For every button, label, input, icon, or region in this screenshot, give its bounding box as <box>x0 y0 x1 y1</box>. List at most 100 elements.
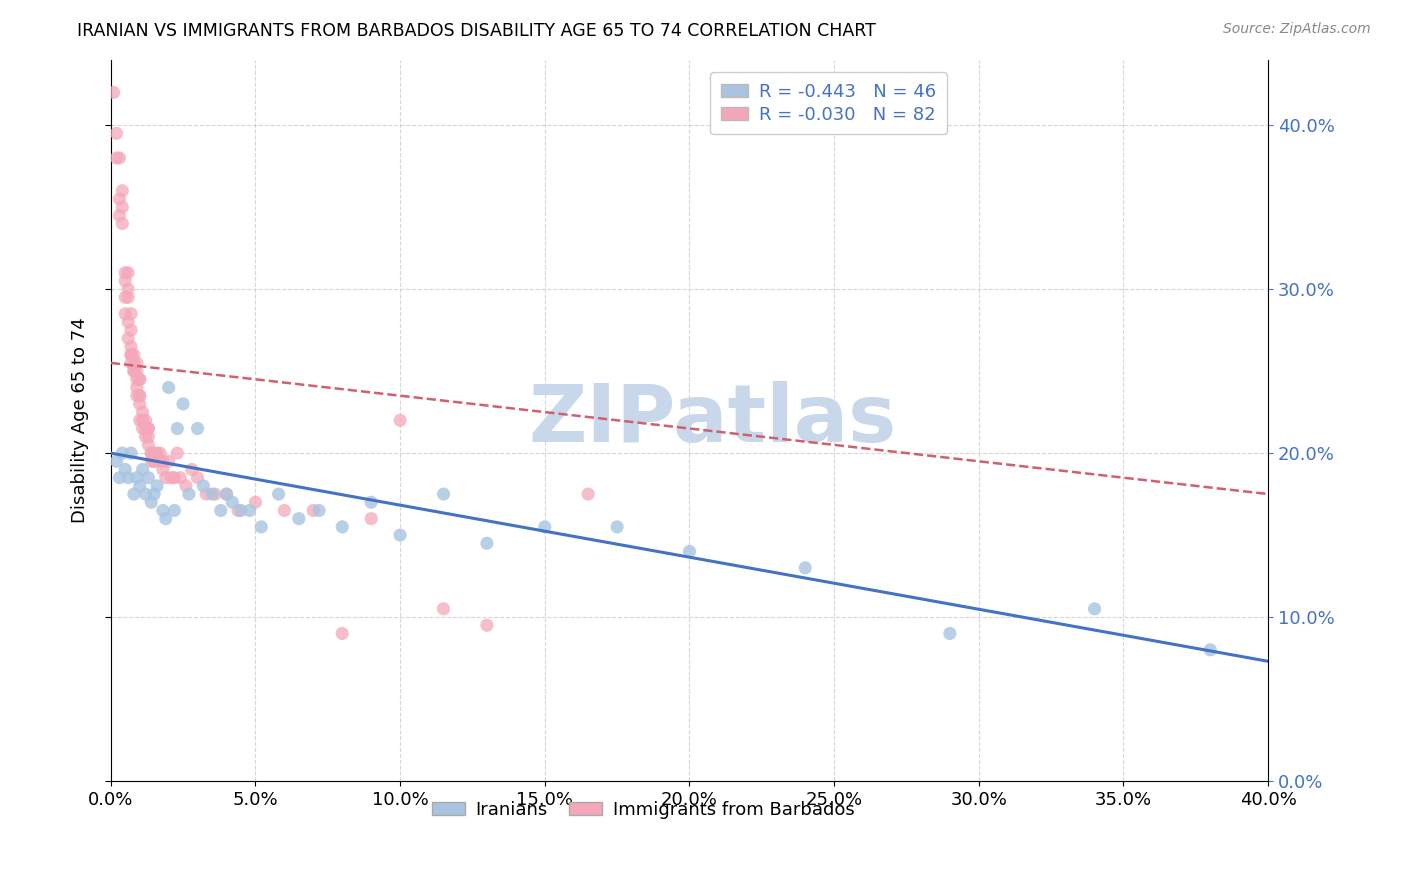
Point <box>134 487 156 501</box>
Point <box>432 602 454 616</box>
Point <box>128 389 150 403</box>
Point <box>389 528 412 542</box>
Point <box>138 438 160 452</box>
Point <box>105 127 128 141</box>
Point <box>111 446 134 460</box>
Point <box>120 446 142 460</box>
Point <box>149 446 172 460</box>
Point <box>308 503 330 517</box>
Point <box>360 511 382 525</box>
Point <box>103 86 125 100</box>
Point <box>475 618 498 632</box>
Point <box>111 184 134 198</box>
Text: IRANIAN VS IMMIGRANTS FROM BARBADOS DISABILITY AGE 65 TO 74 CORRELATION CHART: IRANIAN VS IMMIGRANTS FROM BARBADOS DISA… <box>77 22 876 40</box>
Point <box>125 389 148 403</box>
Point <box>108 208 131 222</box>
Point <box>134 430 156 444</box>
Point <box>122 364 145 378</box>
Point <box>143 446 166 460</box>
Point <box>122 356 145 370</box>
Point <box>141 446 163 460</box>
Point <box>120 348 142 362</box>
Point <box>108 471 131 485</box>
Point <box>163 503 186 517</box>
Point <box>177 487 200 501</box>
Point <box>273 503 295 517</box>
Point <box>138 430 160 444</box>
Point <box>131 421 153 435</box>
Point <box>1083 602 1105 616</box>
Point <box>117 315 139 329</box>
Point <box>125 380 148 394</box>
Point <box>794 561 817 575</box>
Point <box>157 454 180 468</box>
Point <box>174 479 197 493</box>
Point <box>166 421 188 435</box>
Point <box>193 479 215 493</box>
Point <box>138 471 160 485</box>
Point <box>330 626 353 640</box>
Point <box>122 348 145 362</box>
Point <box>475 536 498 550</box>
Point <box>302 503 325 517</box>
Point <box>152 454 174 468</box>
Point <box>143 454 166 468</box>
Point <box>939 626 962 640</box>
Point <box>163 471 186 485</box>
Point <box>143 487 166 501</box>
Point <box>389 413 412 427</box>
Point <box>125 372 148 386</box>
Point <box>120 356 142 370</box>
Point <box>432 487 454 501</box>
Point <box>138 421 160 435</box>
Point <box>114 274 136 288</box>
Point <box>141 454 163 468</box>
Point <box>131 413 153 427</box>
Point <box>215 487 238 501</box>
Point <box>288 511 311 525</box>
Point <box>141 495 163 509</box>
Point <box>169 471 191 485</box>
Point <box>125 364 148 378</box>
Y-axis label: Disability Age 65 to 74: Disability Age 65 to 74 <box>72 318 89 524</box>
Point <box>128 397 150 411</box>
Point <box>128 372 150 386</box>
Point <box>146 479 169 493</box>
Point <box>155 471 177 485</box>
Point <box>138 421 160 435</box>
Point <box>155 511 177 525</box>
Point <box>120 307 142 321</box>
Point <box>108 151 131 165</box>
Point <box>105 151 128 165</box>
Point <box>128 479 150 493</box>
Point <box>117 331 139 345</box>
Point <box>111 217 134 231</box>
Point <box>209 503 232 517</box>
Text: Source: ZipAtlas.com: Source: ZipAtlas.com <box>1223 22 1371 37</box>
Point <box>157 380 180 394</box>
Point <box>360 495 382 509</box>
Point <box>201 487 224 501</box>
Point <box>114 462 136 476</box>
Point <box>128 413 150 427</box>
Point <box>125 356 148 370</box>
Point <box>111 200 134 214</box>
Point <box>120 339 142 353</box>
Point <box>122 487 145 501</box>
Point <box>131 405 153 419</box>
Point <box>172 397 194 411</box>
Point <box>125 471 148 485</box>
Point <box>152 462 174 476</box>
Point <box>134 421 156 435</box>
Text: ZIPatlas: ZIPatlas <box>529 381 897 459</box>
Point <box>128 389 150 403</box>
Point <box>239 503 262 517</box>
Point <box>221 495 243 509</box>
Point <box>187 471 209 485</box>
Point <box>180 462 202 476</box>
Point <box>146 446 169 460</box>
Point <box>108 192 131 206</box>
Point <box>204 487 226 501</box>
Point <box>229 503 252 517</box>
Point <box>114 307 136 321</box>
